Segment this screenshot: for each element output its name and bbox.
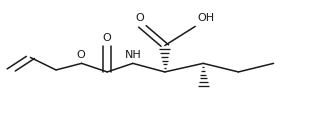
Text: O: O [136,13,145,23]
Text: O: O [103,33,112,43]
Text: O: O [76,50,85,60]
Text: NH: NH [124,50,141,60]
Text: OH: OH [198,13,215,23]
